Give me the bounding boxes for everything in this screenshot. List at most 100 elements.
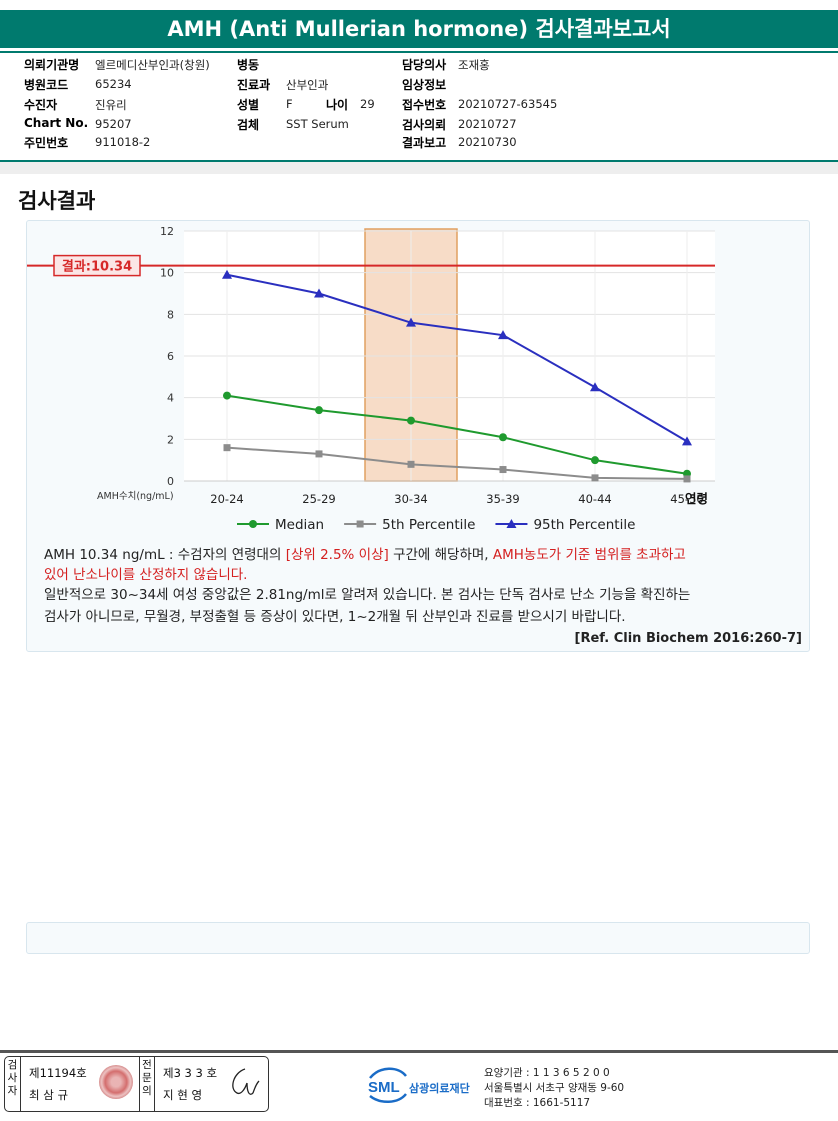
percentile-highlight: [상위 2.5% 이상] xyxy=(285,547,389,563)
series-line-95th-percentile xyxy=(226,273,688,443)
section-gap xyxy=(0,162,838,174)
report-date-label: 결과보고 xyxy=(402,136,447,150)
section-title: 검사결과 xyxy=(18,189,96,213)
data-point xyxy=(406,317,416,327)
report-date-value: 20210730 xyxy=(458,135,517,149)
interpretation-line-1: AMH 10.34 ng/mL : 수검자의 연령대의 [상위 2.5% 이상]… xyxy=(44,543,686,563)
age-value: 29 xyxy=(360,97,375,111)
sml-logo-text: SML xyxy=(368,1079,400,1096)
department-label: 진료과 xyxy=(237,78,271,92)
legend-marker xyxy=(356,520,364,528)
interpretation-line-4: 검사가 아니므로, 무월경, 부정출혈 등 증상이 있다면, 1~2개월 뒤 산… xyxy=(44,609,626,625)
sex-value: F xyxy=(286,97,293,111)
warning-text: AMH농도가 기준 범위를 초과하고 xyxy=(492,547,686,563)
institution-label: 의뢰기관명 xyxy=(24,58,80,72)
y-tick-label: 6 xyxy=(167,350,174,363)
examinee-label: 수진자 xyxy=(24,98,58,112)
hospital-code-label: 병원코드 xyxy=(24,78,69,92)
y-axis-title: AMH수치(ng/mL) xyxy=(97,490,174,502)
x-tick-label: 20-24 xyxy=(210,492,243,506)
request-date-value: 20210727 xyxy=(458,117,517,131)
title-divider xyxy=(0,51,838,53)
legend-marker xyxy=(249,520,257,528)
x-tick-label: 40-44 xyxy=(578,492,611,506)
data-point xyxy=(222,269,232,279)
sml-logo-icon: SML xyxy=(368,1067,407,1103)
y-tick-label: 0 xyxy=(167,475,174,488)
interpretation-line-2: 있어 난소나이를 산정하지 않습니다. xyxy=(44,567,248,583)
chart-no-value: 95207 xyxy=(95,117,132,131)
result-label: 결과:10.34 xyxy=(62,259,132,275)
examinee-value: 진유리 xyxy=(95,98,127,112)
specialist-name: 지 현 영 xyxy=(163,1088,203,1102)
data-point xyxy=(498,330,508,340)
remarks-panel xyxy=(26,922,810,954)
info-divider xyxy=(0,160,838,162)
data-point xyxy=(407,460,415,468)
data-point xyxy=(499,433,507,442)
series-line-median xyxy=(226,394,688,475)
interpretation-text: AMH 10.34 ng/mL : 수검자의 연령대의 xyxy=(44,547,286,563)
x-axis-suffix-label: 연령 xyxy=(685,491,708,506)
org-address: 서울특별시 서초구 양재동 9-60 xyxy=(484,1082,625,1094)
result-label-box xyxy=(53,254,141,277)
specialist-license: 제3 3 3 호 xyxy=(163,1066,218,1080)
legend-marker xyxy=(506,519,517,528)
doctor-label: 담당의사 xyxy=(402,58,447,72)
org-phone: 대표번호 : 1661-5117 xyxy=(484,1097,591,1109)
examiner-label: 검사자 xyxy=(5,1057,21,1111)
x-tick-label: 35-39 xyxy=(486,492,519,506)
data-point xyxy=(683,475,691,483)
signature-mark xyxy=(232,1068,260,1095)
resident-no-value: 911018-2 xyxy=(95,135,151,149)
examiner-license: 제11194호 xyxy=(29,1066,87,1080)
ward-label: 병동 xyxy=(237,58,260,72)
signature-box: 검사자 제11194호 최 삼 규 전문의 제3 3 3 호 지 현 영 xyxy=(4,1056,269,1112)
series-line-5th-percentile xyxy=(226,446,688,480)
x-tick-label: 30-34 xyxy=(394,492,427,506)
interpretation-line-3: 일반적으로 30~34세 여성 중앙값은 2.81ng/ml로 알려져 있습니다… xyxy=(44,587,691,603)
legend-label: 95th Percentile xyxy=(533,517,635,533)
hospital-code-value: 65234 xyxy=(95,77,132,91)
data-point xyxy=(591,474,599,482)
chart-no-label: Chart No. xyxy=(24,116,89,130)
y-tick-label: 4 xyxy=(167,392,174,405)
data-point xyxy=(223,444,231,452)
report-title: AMH (Anti Mullerian hormone) 검사결과보고서 xyxy=(0,10,838,48)
data-point xyxy=(682,436,692,446)
x-tick-label: 45-50 xyxy=(670,492,703,506)
resident-no-label: 주민번호 xyxy=(24,136,69,150)
specimen-value: SST Serum xyxy=(286,117,349,131)
org-code: 요양기관 : 1 1 3 6 5 2 0 0 xyxy=(484,1067,610,1079)
data-point xyxy=(591,456,599,465)
data-point xyxy=(315,450,323,458)
legend-label: 5th Percentile xyxy=(382,517,475,533)
examiner-label-text: 검사자 xyxy=(7,1059,18,1097)
result-panel: 0 2 4 6 8 10 12 20-24 25-29 30-34 35-39 40-44 45-50 A… xyxy=(26,220,810,652)
specialist-label-text: 전문의 xyxy=(142,1059,152,1097)
org-name: 삼광의료재단 xyxy=(409,1082,470,1095)
data-point xyxy=(499,466,507,474)
specialist-label: 전문의 xyxy=(139,1057,155,1111)
y-tick-label: 12 xyxy=(160,225,174,238)
institution-value: 엘르메디산부인과(창원) xyxy=(95,58,210,72)
request-date-label: 검사의뢰 xyxy=(402,118,447,132)
examiner-name: 최 삼 규 xyxy=(29,1088,69,1102)
age-label: 나이 xyxy=(326,98,349,112)
data-point xyxy=(223,391,231,400)
doctor-value: 조재홍 xyxy=(458,58,490,72)
interpretation-text: 구간에 해당하며, xyxy=(388,547,493,563)
amh-chart: 0 2 4 6 8 10 12 20-24 25-29 30-34 35-39 40-44 45-50 A… xyxy=(27,225,715,533)
specimen-label: 검체 xyxy=(237,118,260,132)
data-point xyxy=(407,416,415,425)
y-tick-label: 8 xyxy=(167,308,174,321)
clinical-info-label: 임상정보 xyxy=(402,78,447,92)
sex-label: 성별 xyxy=(237,98,260,112)
y-tick-label: 2 xyxy=(167,433,174,446)
y-tick-label: 10 xyxy=(160,267,174,280)
receipt-no-label: 접수번호 xyxy=(402,98,447,112)
department-value: 산부인과 xyxy=(286,78,329,92)
receipt-no-value: 20210727-63545 xyxy=(458,97,558,111)
examiner-seal xyxy=(99,1065,133,1099)
x-tick-label: 25-29 xyxy=(302,492,335,506)
